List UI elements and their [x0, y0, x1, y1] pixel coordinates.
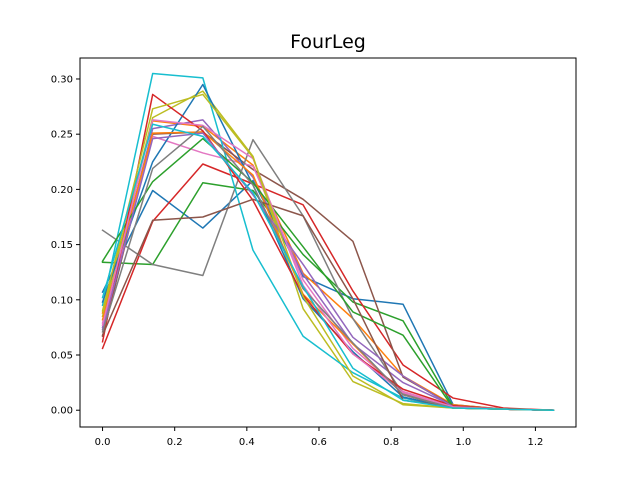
- x-tick-label: 0.6: [311, 437, 327, 448]
- series-line-20: [101, 123, 555, 411]
- x-axis: 0.0 0.2 0.4 0.6 0.8 1.0 1.2: [95, 427, 543, 448]
- y-tick-label: 0.20: [51, 185, 73, 196]
- y-tick-label: 0.00: [51, 406, 73, 417]
- y-tick-label: 0.05: [51, 351, 73, 362]
- series-line-4: [101, 163, 555, 412]
- y-tick-label: 0.10: [51, 295, 73, 306]
- y-axis: 0.00 0.05 0.10 0.15 0.20 0.25 0.30: [51, 74, 80, 417]
- y-tick-label: 0.30: [51, 74, 73, 85]
- series-layer: [101, 72, 555, 412]
- x-tick-label: 1.0: [455, 437, 471, 448]
- plot-frame: [79, 57, 577, 428]
- x-tick-label: 0.0: [95, 437, 111, 448]
- x-tick-label: 0.8: [383, 437, 399, 448]
- y-tick-label: 0.25: [51, 130, 73, 141]
- x-tick-label: 1.2: [527, 437, 543, 448]
- x-tick-label: 0.4: [239, 437, 255, 448]
- chart-title: FourLeg: [290, 31, 366, 53]
- x-tick-label: 0.2: [167, 437, 183, 448]
- y-tick-label: 0.15: [51, 240, 73, 251]
